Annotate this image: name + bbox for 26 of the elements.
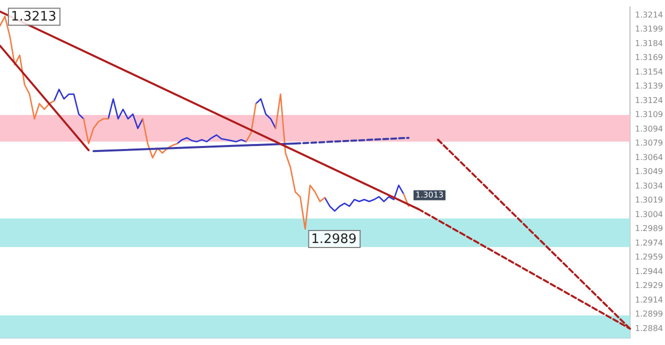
data-label: 1.2989	[311, 232, 357, 247]
y-tick-label: 1.3169	[635, 53, 664, 62]
y-tick-label: 1.3109	[635, 110, 664, 120]
y-tick-label: 1.2914	[635, 295, 664, 304]
data-label: 1.3213	[10, 10, 56, 25]
y-tick-label: 1.3079	[635, 138, 664, 148]
y-tick-label: 1.3064	[635, 152, 664, 162]
y-tick-label: 1.3214	[635, 10, 664, 20]
y-tick-label: 1.2974	[635, 238, 664, 248]
y-tick-label: 1.3094	[635, 124, 664, 134]
data-label: 1.3013	[416, 190, 444, 200]
y-tick-label: 1.2929	[635, 281, 664, 290]
y-tick-label: 1.2989	[635, 224, 664, 234]
y-tick-label: 1.3139	[635, 82, 664, 91]
y-tick-label: 1.3049	[635, 167, 664, 176]
y-tick-label: 1.2899	[635, 310, 664, 319]
y-tick-label: 1.2884	[635, 324, 664, 333]
y-tick-label: 1.3124	[635, 96, 664, 105]
y-tick-label: 1.3034	[635, 181, 664, 190]
y-tick-label: 1.2959	[635, 252, 664, 262]
y-tick-label: 1.3199	[635, 24, 664, 34]
y-tick-label: 1.3184	[635, 38, 664, 48]
y-tick-label: 1.2944	[635, 266, 664, 276]
y-tick-label: 1.3154	[635, 67, 664, 76]
y-tick-label: 1.3019	[635, 196, 664, 205]
y-tick-label: 1.3004	[635, 210, 664, 219]
